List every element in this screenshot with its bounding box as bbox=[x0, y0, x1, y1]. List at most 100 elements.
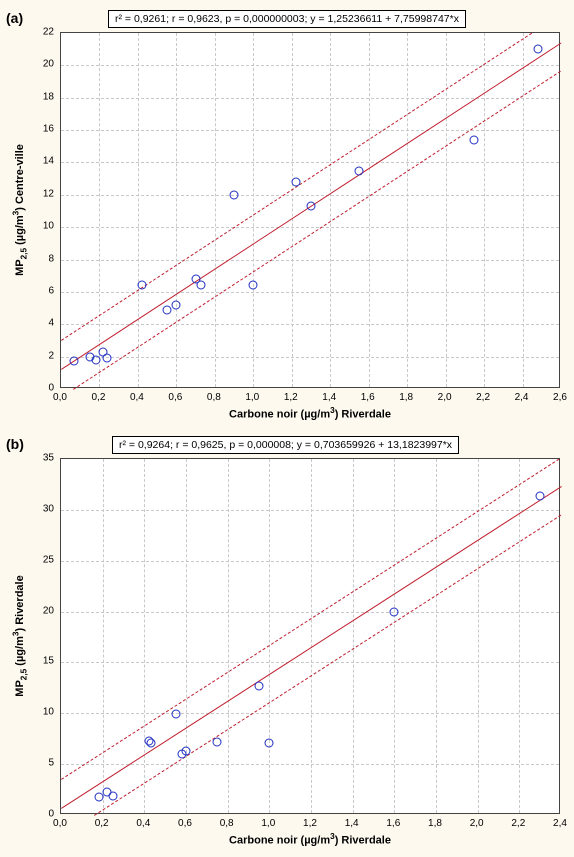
ci-line bbox=[61, 33, 532, 341]
y-axis-label-a: MP2,5 (µg/m3) Centre-ville bbox=[12, 144, 29, 276]
x-tick-label: 0,8 bbox=[220, 818, 234, 829]
figure-container: (a) r² = 0,9261; r = 0,9623, p = 0,000000… bbox=[0, 0, 574, 857]
gridline-v bbox=[446, 33, 447, 387]
data-point bbox=[146, 738, 155, 747]
gridline-v bbox=[138, 33, 139, 387]
gridline-h bbox=[61, 662, 559, 663]
y-axis-label-b: MP2,5 (µg/m3) Riverdale bbox=[12, 575, 29, 696]
gridline-h bbox=[61, 98, 559, 99]
gridline-h bbox=[61, 357, 559, 358]
x-tick-label: 0,0 bbox=[53, 392, 67, 403]
data-point bbox=[197, 281, 206, 290]
y-tick-label: 20 bbox=[24, 605, 54, 616]
gridline-v bbox=[253, 33, 254, 387]
x-tick-label: 2,4 bbox=[553, 818, 567, 829]
gridline-v bbox=[215, 33, 216, 387]
data-point bbox=[536, 491, 545, 500]
gridline-v bbox=[523, 33, 524, 387]
y-tick-label: 20 bbox=[24, 59, 54, 70]
gridline-v bbox=[311, 459, 312, 813]
x-axis-label-b: Carbone noir (µg/m3) Riverdale bbox=[229, 832, 391, 847]
y-tick-label: 2 bbox=[24, 350, 54, 361]
gridline-v bbox=[330, 33, 331, 387]
gridline-v bbox=[478, 459, 479, 813]
gridline-h bbox=[61, 713, 559, 714]
y-tick-label: 8 bbox=[24, 253, 54, 264]
y-tick-label: 12 bbox=[24, 188, 54, 199]
y-tick-label: 15 bbox=[24, 656, 54, 667]
data-point bbox=[172, 300, 181, 309]
data-point bbox=[70, 357, 79, 366]
gridline-v bbox=[353, 459, 354, 813]
data-point bbox=[355, 166, 364, 175]
gridline-v bbox=[176, 33, 177, 387]
stats-box-b: r² = 0,9264; r = 0,9625, p = 0,000008; y… bbox=[112, 436, 459, 454]
gridline-h bbox=[61, 260, 559, 261]
y-tick-label: 0 bbox=[24, 383, 54, 394]
x-tick-label: 1,8 bbox=[399, 392, 413, 403]
y-tick-label: 14 bbox=[24, 156, 54, 167]
stats-box-a: r² = 0,9261; r = 0,9623, p = 0,000000003… bbox=[108, 10, 466, 28]
x-tick-label: 0,0 bbox=[53, 818, 67, 829]
data-point bbox=[291, 177, 300, 186]
y-tick-label: 30 bbox=[24, 503, 54, 514]
y-tick-label: 16 bbox=[24, 124, 54, 135]
gridline-v bbox=[369, 33, 370, 387]
gridline-v bbox=[99, 33, 100, 387]
x-tick-label: 2,4 bbox=[515, 392, 529, 403]
x-tick-label: 0,8 bbox=[207, 392, 221, 403]
x-tick-label: 1,0 bbox=[245, 392, 259, 403]
gridline-h bbox=[61, 324, 559, 325]
ci-line bbox=[73, 71, 561, 390]
y-tick-label: 18 bbox=[24, 91, 54, 102]
gridline-v bbox=[103, 459, 104, 813]
x-tick-label: 1,4 bbox=[345, 818, 359, 829]
x-tick-label: 0,6 bbox=[168, 392, 182, 403]
panel-label-a: (a) bbox=[6, 10, 23, 26]
y-tick-label: 0 bbox=[24, 809, 54, 820]
gridline-h bbox=[61, 195, 559, 196]
gridline-h bbox=[61, 227, 559, 228]
gridline-h bbox=[61, 162, 559, 163]
x-tick-label: 1,6 bbox=[361, 392, 375, 403]
gridline-v bbox=[436, 459, 437, 813]
x-tick-label: 1,4 bbox=[322, 392, 336, 403]
x-axis-label-a: Carbone noir (µg/m3) Riverdale bbox=[229, 406, 391, 421]
data-point bbox=[103, 354, 112, 363]
x-tick-label: 1,2 bbox=[303, 818, 317, 829]
gridline-h bbox=[61, 764, 559, 765]
y-tick-label: 6 bbox=[24, 285, 54, 296]
x-tick-label: 1,6 bbox=[386, 818, 400, 829]
y-tick-label: 35 bbox=[24, 453, 54, 464]
data-point bbox=[265, 738, 274, 747]
data-point bbox=[94, 792, 103, 801]
x-tick-label: 0,4 bbox=[130, 392, 144, 403]
gridline-v bbox=[269, 459, 270, 813]
data-point bbox=[137, 281, 146, 290]
y-tick-label: 25 bbox=[24, 554, 54, 565]
data-point bbox=[162, 305, 171, 314]
data-point bbox=[171, 710, 180, 719]
x-tick-label: 1,0 bbox=[261, 818, 275, 829]
data-point bbox=[230, 190, 239, 199]
gridline-h bbox=[61, 65, 559, 66]
y-tick-label: 5 bbox=[24, 758, 54, 769]
x-tick-label: 2,0 bbox=[470, 818, 484, 829]
x-tick-label: 0,4 bbox=[136, 818, 150, 829]
x-tick-label: 1,8 bbox=[428, 818, 442, 829]
x-tick-label: 1,2 bbox=[284, 392, 298, 403]
gridline-v bbox=[292, 33, 293, 387]
panel-label-b: (b) bbox=[6, 436, 24, 452]
gridline-h bbox=[61, 561, 559, 562]
gridline-v bbox=[407, 33, 408, 387]
gridline-v bbox=[394, 459, 395, 813]
data-point bbox=[91, 355, 100, 364]
y-tick-label: 4 bbox=[24, 318, 54, 329]
gridline-v bbox=[484, 33, 485, 387]
plot-area-b bbox=[60, 458, 560, 814]
gridline-h bbox=[61, 130, 559, 131]
data-point bbox=[213, 737, 222, 746]
x-tick-label: 0,6 bbox=[178, 818, 192, 829]
y-tick-label: 22 bbox=[24, 27, 54, 38]
gridline-v bbox=[186, 459, 187, 813]
